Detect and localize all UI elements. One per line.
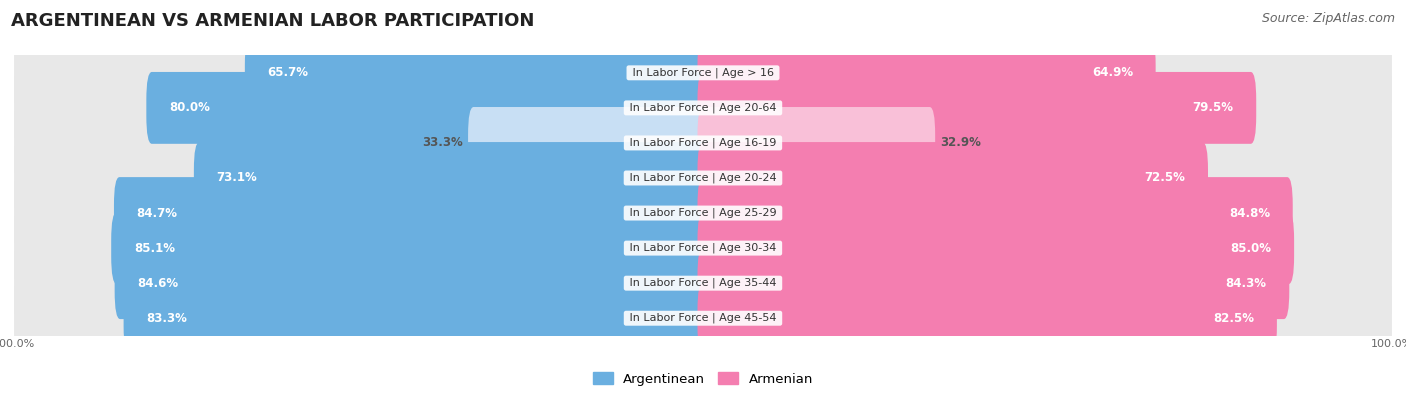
FancyBboxPatch shape bbox=[115, 247, 709, 319]
FancyBboxPatch shape bbox=[697, 37, 1156, 109]
FancyBboxPatch shape bbox=[14, 142, 1392, 214]
FancyBboxPatch shape bbox=[697, 107, 935, 179]
FancyBboxPatch shape bbox=[697, 72, 1256, 144]
FancyBboxPatch shape bbox=[146, 72, 709, 144]
Text: 79.5%: 79.5% bbox=[1192, 102, 1233, 115]
Text: 72.5%: 72.5% bbox=[1144, 171, 1185, 184]
FancyBboxPatch shape bbox=[111, 212, 709, 284]
Text: 84.3%: 84.3% bbox=[1226, 276, 1267, 290]
FancyBboxPatch shape bbox=[697, 142, 1208, 214]
FancyBboxPatch shape bbox=[697, 212, 1294, 284]
Text: 33.3%: 33.3% bbox=[422, 136, 463, 149]
Text: ARGENTINEAN VS ARMENIAN LABOR PARTICIPATION: ARGENTINEAN VS ARMENIAN LABOR PARTICIPAT… bbox=[11, 12, 534, 30]
Text: In Labor Force | Age 25-29: In Labor Force | Age 25-29 bbox=[626, 208, 780, 218]
Text: In Labor Force | Age 45-54: In Labor Force | Age 45-54 bbox=[626, 313, 780, 324]
Text: 64.9%: 64.9% bbox=[1092, 66, 1133, 79]
Text: 85.1%: 85.1% bbox=[134, 242, 174, 255]
FancyBboxPatch shape bbox=[14, 107, 1392, 179]
Text: In Labor Force | Age > 16: In Labor Force | Age > 16 bbox=[628, 68, 778, 78]
Text: In Labor Force | Age 35-44: In Labor Force | Age 35-44 bbox=[626, 278, 780, 288]
Text: 85.0%: 85.0% bbox=[1230, 242, 1271, 255]
Text: 32.9%: 32.9% bbox=[941, 136, 981, 149]
FancyBboxPatch shape bbox=[697, 247, 1289, 319]
FancyBboxPatch shape bbox=[697, 282, 1277, 354]
FancyBboxPatch shape bbox=[14, 247, 1392, 319]
Text: 82.5%: 82.5% bbox=[1213, 312, 1254, 325]
Text: In Labor Force | Age 20-24: In Labor Force | Age 20-24 bbox=[626, 173, 780, 183]
FancyBboxPatch shape bbox=[124, 282, 709, 354]
Text: 65.7%: 65.7% bbox=[267, 66, 308, 79]
FancyBboxPatch shape bbox=[14, 212, 1392, 284]
Text: 84.8%: 84.8% bbox=[1229, 207, 1270, 220]
Text: 84.6%: 84.6% bbox=[138, 276, 179, 290]
Legend: Argentinean, Armenian: Argentinean, Armenian bbox=[588, 367, 818, 391]
Text: In Labor Force | Age 30-34: In Labor Force | Age 30-34 bbox=[626, 243, 780, 253]
FancyBboxPatch shape bbox=[697, 177, 1292, 249]
Text: In Labor Force | Age 16-19: In Labor Force | Age 16-19 bbox=[626, 138, 780, 148]
FancyBboxPatch shape bbox=[14, 72, 1392, 144]
Text: In Labor Force | Age 20-64: In Labor Force | Age 20-64 bbox=[626, 103, 780, 113]
FancyBboxPatch shape bbox=[245, 37, 709, 109]
Text: 80.0%: 80.0% bbox=[169, 102, 209, 115]
FancyBboxPatch shape bbox=[114, 177, 709, 249]
FancyBboxPatch shape bbox=[468, 107, 709, 179]
FancyBboxPatch shape bbox=[14, 37, 1392, 109]
Text: 73.1%: 73.1% bbox=[217, 171, 257, 184]
Text: 83.3%: 83.3% bbox=[146, 312, 187, 325]
FancyBboxPatch shape bbox=[194, 142, 709, 214]
Text: 84.7%: 84.7% bbox=[136, 207, 177, 220]
Text: Source: ZipAtlas.com: Source: ZipAtlas.com bbox=[1261, 12, 1395, 25]
FancyBboxPatch shape bbox=[14, 282, 1392, 354]
FancyBboxPatch shape bbox=[14, 177, 1392, 249]
